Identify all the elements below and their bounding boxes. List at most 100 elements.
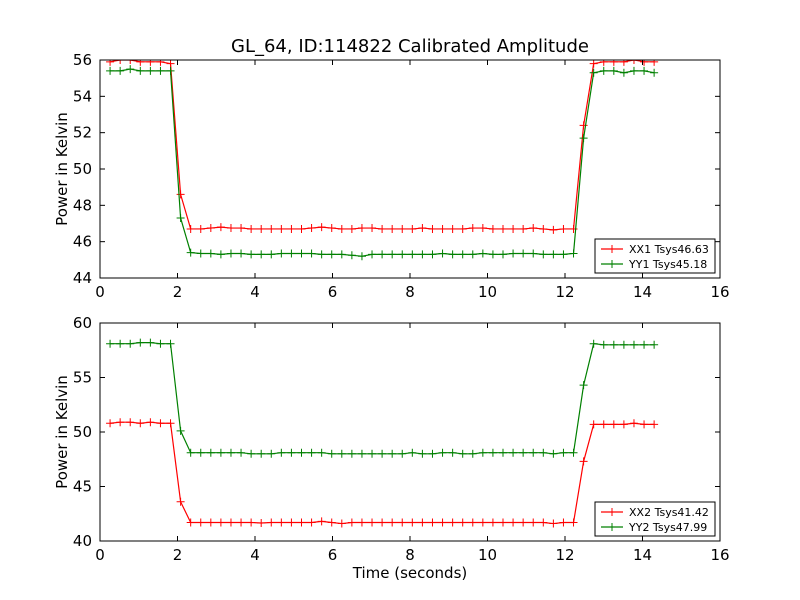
- legend-entry: YY1 Tsys45.18: [628, 258, 707, 271]
- data-point: [599, 420, 608, 429]
- data-point: [196, 518, 205, 527]
- data-point: [488, 448, 497, 457]
- data-point: [226, 518, 235, 527]
- x-tick-label: 14: [633, 546, 652, 564]
- data-point: [146, 66, 155, 75]
- data-point: [539, 518, 548, 527]
- data-point: [307, 224, 316, 233]
- data-point: [206, 518, 215, 527]
- data-point: [488, 224, 497, 233]
- data-point: [539, 448, 548, 457]
- x-tick-label: 8: [405, 283, 415, 301]
- data-point: [629, 419, 638, 428]
- data-point: [186, 518, 195, 527]
- data-point: [509, 224, 518, 233]
- y-tick-label: 60: [73, 314, 92, 332]
- data-point: [136, 66, 145, 75]
- data-point: [146, 418, 155, 427]
- data-point: [106, 66, 115, 75]
- data-point: [589, 68, 598, 77]
- bottom-chart: 0 2 4 6 8 10 12 14 16 40 45 50 55 60 Power in Kelvin Ti…: [53, 314, 730, 582]
- data-point: [307, 518, 316, 527]
- data-point: [176, 214, 185, 223]
- data-point: [287, 224, 296, 233]
- data-point: [408, 448, 417, 457]
- data-point: [499, 448, 507, 457]
- data-point: [619, 420, 628, 429]
- data-point: [166, 339, 175, 348]
- data-point: [438, 518, 447, 527]
- data-point: [519, 224, 528, 233]
- data-point: [589, 420, 598, 429]
- x-tick-label: 12: [555, 546, 574, 564]
- data-point: [378, 518, 387, 527]
- data-point: [126, 339, 135, 348]
- data-point: [569, 518, 578, 527]
- data-point: [267, 224, 276, 233]
- data-point: [237, 518, 246, 527]
- data-point: [398, 518, 407, 527]
- data-point: [368, 224, 377, 233]
- data-point: [609, 340, 618, 349]
- data-point: [488, 250, 497, 259]
- data-point: [650, 68, 659, 77]
- data-point: [428, 449, 437, 458]
- data-point: [539, 250, 548, 259]
- data-point: [126, 418, 135, 427]
- data-point: [589, 60, 598, 68]
- data-point: [347, 251, 356, 260]
- y-tick-label: 52: [73, 124, 92, 142]
- data-point: [418, 224, 427, 233]
- data-point: [287, 448, 296, 457]
- data-point: [509, 518, 518, 527]
- data-point: [368, 518, 377, 527]
- data-point: [428, 518, 437, 527]
- data-point: [156, 339, 165, 348]
- x-tick-label: 16: [710, 283, 729, 301]
- data-point: [408, 518, 417, 527]
- data-point: [226, 224, 235, 233]
- y-tick-label: 50: [73, 423, 92, 441]
- data-point: [559, 448, 568, 457]
- data-point: [237, 249, 246, 258]
- data-point: [629, 60, 638, 64]
- data-point: [196, 224, 205, 233]
- data-point: [307, 448, 316, 457]
- data-point: [156, 60, 165, 66]
- data-point: [247, 518, 256, 527]
- data-point: [438, 249, 447, 258]
- y-tick-label: 45: [73, 478, 92, 496]
- x-tick-label: 12: [555, 283, 574, 301]
- data-point: [388, 518, 397, 527]
- data-point: [136, 419, 145, 428]
- data-point: [216, 250, 225, 259]
- legend: XX2 Tsys41.42 YY2 Tsys47.99: [594, 501, 716, 537]
- x-tick-label: 4: [250, 283, 260, 301]
- data-point: [458, 449, 467, 458]
- data-point: [640, 420, 649, 429]
- data-point: [368, 449, 377, 458]
- x-tick-label: 2: [173, 546, 183, 564]
- data-point: [226, 448, 235, 457]
- data-point: [257, 519, 266, 528]
- data-point: [196, 448, 205, 457]
- data-point: [176, 426, 185, 435]
- data-point: [428, 224, 437, 233]
- data-point: [579, 121, 588, 130]
- data-point: [378, 449, 387, 458]
- data-point: [549, 225, 558, 234]
- data-point: [579, 134, 588, 143]
- data-point: [509, 448, 518, 457]
- data-point: [307, 249, 316, 258]
- data-point: [448, 448, 457, 457]
- data-point: [357, 449, 366, 458]
- data-point: [166, 66, 175, 75]
- data-point: [116, 66, 125, 75]
- data-point: [468, 250, 477, 259]
- data-point: [206, 448, 215, 457]
- data-point: [237, 448, 246, 457]
- data-point: [519, 448, 528, 457]
- data-point: [116, 339, 125, 348]
- data-point: [206, 224, 215, 233]
